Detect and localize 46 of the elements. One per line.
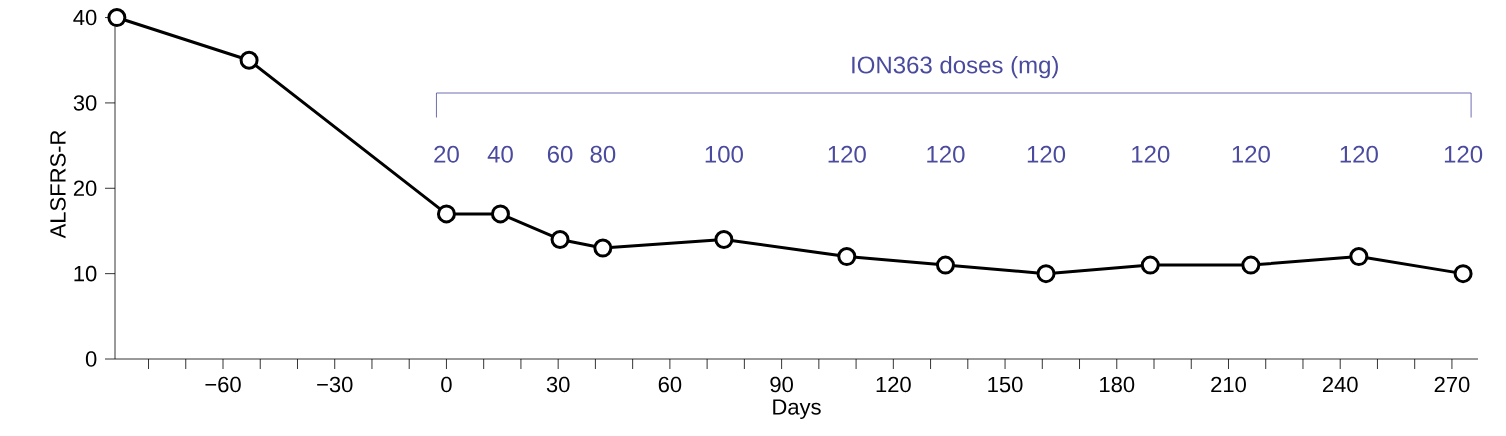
x-tick-label: 150 xyxy=(988,376,1023,393)
annotation: 20 xyxy=(434,145,459,163)
x-tick-label: 240 xyxy=(1322,376,1358,393)
point xyxy=(593,238,613,258)
annotation: 120 xyxy=(1132,145,1170,163)
point xyxy=(935,255,955,275)
annotation: 80 xyxy=(590,145,616,163)
annotation: 100 xyxy=(705,145,743,163)
x-tick-label: 0 xyxy=(441,376,452,393)
annotation: ION363 doses (mg) xyxy=(852,55,1058,79)
x-tick-label: 210 xyxy=(1211,376,1246,393)
point xyxy=(837,247,857,267)
x-tick-label: 270 xyxy=(1434,376,1470,393)
point xyxy=(550,229,570,249)
annotation: 60 xyxy=(547,145,573,163)
y-tick-label: 10 xyxy=(74,265,97,282)
point xyxy=(107,8,127,28)
x-tick-label: 180 xyxy=(1100,376,1135,393)
annotation: 120 xyxy=(1232,145,1270,163)
x-tick-label: 60 xyxy=(658,376,682,393)
annotation: 120 xyxy=(828,145,866,163)
point xyxy=(1241,255,1261,275)
annotation: 120 xyxy=(1444,145,1483,163)
point xyxy=(714,229,734,249)
x-tick-label: 120 xyxy=(876,376,911,393)
annotation: 120 xyxy=(927,145,965,163)
x-tick-label: −60 xyxy=(205,376,241,393)
x-tick-label: 90 xyxy=(770,376,793,393)
annotation: 120 xyxy=(1340,145,1378,163)
y-tick-label: 20 xyxy=(73,180,97,197)
x-axis-title: Days xyxy=(773,399,821,420)
point xyxy=(239,50,259,70)
annotation: 40 xyxy=(487,145,513,163)
point xyxy=(1140,255,1160,275)
y-tick-label: 40 xyxy=(73,9,97,26)
y-axis-title: ALSFRS-R xyxy=(50,130,66,239)
point xyxy=(490,204,510,224)
point xyxy=(1453,264,1473,284)
x-tick-label: 30 xyxy=(546,376,570,393)
point xyxy=(1349,247,1369,267)
y-tick-label: 30 xyxy=(73,95,97,111)
point xyxy=(436,204,456,224)
point xyxy=(1036,264,1056,284)
y-tick-label: 0 xyxy=(85,351,97,367)
annotation: 120 xyxy=(1027,145,1066,163)
x-tick-label: −30 xyxy=(317,376,353,393)
